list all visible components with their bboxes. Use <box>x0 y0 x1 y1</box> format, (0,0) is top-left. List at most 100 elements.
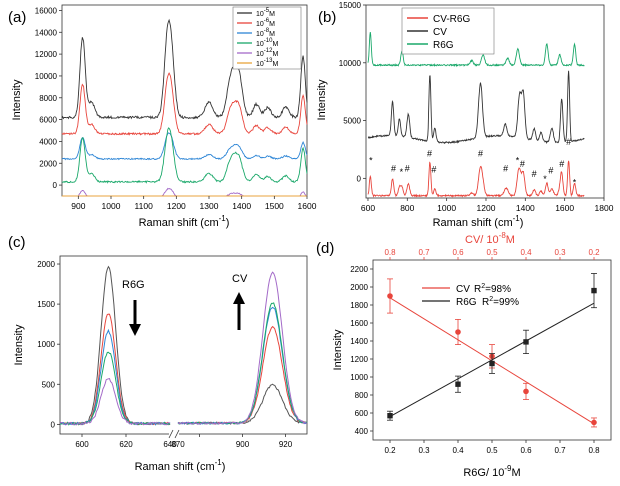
panel-b-label: (b) <box>318 9 336 26</box>
panel-a-legend-label-3-exp: -10 <box>264 38 273 44</box>
panel-d-ytick-label-0: 400 <box>355 427 369 436</box>
panel-c-xtick-left-label-1: 620 <box>119 440 133 449</box>
panel-d-ytick-label-7: 1800 <box>350 301 368 310</box>
panel-d-legend-r2-exp-1: 2 <box>489 296 493 303</box>
panel-c-label: (c) <box>8 234 26 251</box>
panel-d-top-xlabel: CV/ 10-8M <box>465 231 515 246</box>
panel-b-annotation-1: # <box>391 163 396 173</box>
panel-d-point-1-1 <box>455 381 461 387</box>
panel-b-ytick-label-1: 5000 <box>343 117 361 126</box>
panel-b-annotation-4: # <box>427 148 432 158</box>
panel-b-legend: CV-R6G CV R6G <box>401 7 495 55</box>
panel-d-point-1-2 <box>489 360 495 367</box>
panel-a-ytick-label-2: 4000 <box>39 137 57 146</box>
panel-b-xtick-label-1: 800 <box>400 203 414 213</box>
panel-b-annotation-14: # <box>566 137 571 147</box>
panel-c-y-ticks: 0 500 1000 1500 2000 <box>37 260 60 429</box>
panel-a-xtick-label-4: 1300 <box>200 201 219 211</box>
panel-c-ytick-label-2: 1000 <box>37 340 55 349</box>
panel-b-annotation-2: * <box>400 167 404 177</box>
panel-d-label: (d) <box>316 240 334 257</box>
panel-a-xtick-label-5: 1400 <box>232 201 251 211</box>
panel-a-y-ticks: 0 2000 4000 6000 8000 10000 12000 14000 16000 <box>35 6 62 190</box>
panel-a-ytick-label-1: 2000 <box>39 159 57 168</box>
panel-d-top-tick-label-3: 0.5 <box>486 248 498 257</box>
panel-d-xtick-label-3: 0.5 <box>486 446 498 455</box>
panel-a-ytick-label-7: 14000 <box>35 28 58 37</box>
panel-b-legend-label-0: CV-R6G <box>433 14 470 25</box>
panel-a-legend-label-0-exp: -5 <box>264 8 270 14</box>
panel-c-cv-label: CV <box>232 273 248 285</box>
panel-c-r6g-line-4 <box>59 378 171 426</box>
panel-a-legend-label-2: 10-8M <box>256 28 275 38</box>
panel-c-xtick-left-label-0: 600 <box>75 440 89 449</box>
panel-a-xlabel-sup: -1 <box>219 214 227 223</box>
panel-c-ytick-label-3: 1500 <box>37 300 55 309</box>
panel-a-series-line-4 <box>62 187 308 197</box>
panel-b-xlabel-sup: -1 <box>513 214 521 223</box>
panel-d-xlabel-exp: -9 <box>504 464 512 473</box>
panel-b-annotation-12: # <box>548 166 553 176</box>
panel-c-r6g-label: R6G <box>122 279 145 291</box>
panel-c-xlabel: Raman shift (cm-1) <box>135 458 226 473</box>
panel-d-legend-r2-base-1: R <box>482 297 489 308</box>
panel-d-point-0-0 <box>387 293 393 299</box>
panel-c-frame <box>59 255 308 435</box>
panel-d-xlabel-text: R6G/ 10 <box>463 467 504 479</box>
panel-b-annotation-7: # <box>503 163 508 173</box>
panel-a-xtick-label-6: 1500 <box>265 201 284 211</box>
panel-b-annotation-3: # <box>405 163 410 173</box>
panel-a-legend-label-4-base: 10 <box>256 51 264 58</box>
panel-d-top-tick-label-1: 0.7 <box>418 248 430 257</box>
panel-a-ytick-label-5: 10000 <box>35 72 58 81</box>
panel-c-up-arrow <box>233 292 245 330</box>
panel-c-xtick-left-label-2: 640 <box>163 440 177 449</box>
axis-break-mark-left <box>168 429 174 439</box>
panel-c-xtick-right-label-break: 870 <box>171 440 185 449</box>
panel-b-annotation-9: # <box>520 159 525 169</box>
panel-a-xlabel-end: ) <box>226 217 230 229</box>
panel-a-legend-label-5: 10-13M <box>256 58 278 68</box>
panel-c-down-arrow <box>129 300 141 336</box>
panel-c-cv-line-3 <box>177 302 308 425</box>
panel-d-point-0-3 <box>523 388 529 395</box>
panel-a-legend-label-1-unit: M <box>269 21 275 28</box>
panel-d-legend: CV R2=98%R6G R2=99% <box>422 283 519 308</box>
panel-d-top-xlabel-text: CV/ 10 <box>465 234 499 246</box>
panel-d-top-tick-label-5: 0.3 <box>554 248 566 257</box>
panel-c-ytick-label-1: 500 <box>42 380 56 389</box>
panel-a-legend-label-3: 10-10M <box>256 38 278 48</box>
panel-b-annotation-6: # <box>478 148 483 158</box>
panel-a-xlabel: Raman shift (cm-1) <box>139 214 230 229</box>
panel-d-ytick-label-9: 2200 <box>350 265 368 274</box>
panel-b-legend-label-1: CV <box>433 27 447 38</box>
panel-d-ytick-label-5: 1400 <box>350 337 368 346</box>
panel-a-xtick-label-7: 1600 <box>298 201 317 211</box>
panel-d-ytick-label-4: 1200 <box>350 355 368 364</box>
panel-a-legend-label-2-unit: M <box>269 31 275 38</box>
panel-c-xtick-right-label-1: 900 <box>236 440 250 449</box>
panel-d-top-xlabel-unit: M <box>506 234 515 246</box>
panel-d-top-tick-label-0: 0.8 <box>384 248 396 257</box>
panel-a-ytick-label-3: 6000 <box>39 116 57 125</box>
panel-b-series <box>367 32 585 198</box>
panel-b-annotation-8: * <box>516 155 520 165</box>
panel-d-xtick-label-2: 0.4 <box>452 446 464 455</box>
panel-a-xtick-label-1: 1000 <box>102 201 121 211</box>
panel-d-y-ticks: 400 600 800 1000 1200 1400 1600 1800 2000 2200 <box>350 265 373 436</box>
down-arrow-head <box>129 324 141 336</box>
panel-d-legend-r2-val-1: =99% <box>493 297 519 308</box>
panel-b-xlabel: Raman shift (cm-1) <box>433 214 524 229</box>
panel-c-r6g-line-1 <box>59 313 171 426</box>
panel-a-legend-label-5-base: 10 <box>256 61 264 68</box>
panel-a-legend-label-4: 10-12M <box>256 48 278 58</box>
axis-break <box>168 429 180 439</box>
panel-c-xlabel-text: Raman shift (cm <box>135 461 215 473</box>
panel-a-ytick-label-6: 12000 <box>35 50 58 59</box>
panel-a-legend-box <box>232 6 302 70</box>
panel-a-ytick-label-4: 8000 <box>39 94 57 103</box>
panel-d-xtick-label-1: 0.3 <box>418 446 430 455</box>
panel-b-annotations: *# * #####* ## *###* <box>369 137 577 187</box>
